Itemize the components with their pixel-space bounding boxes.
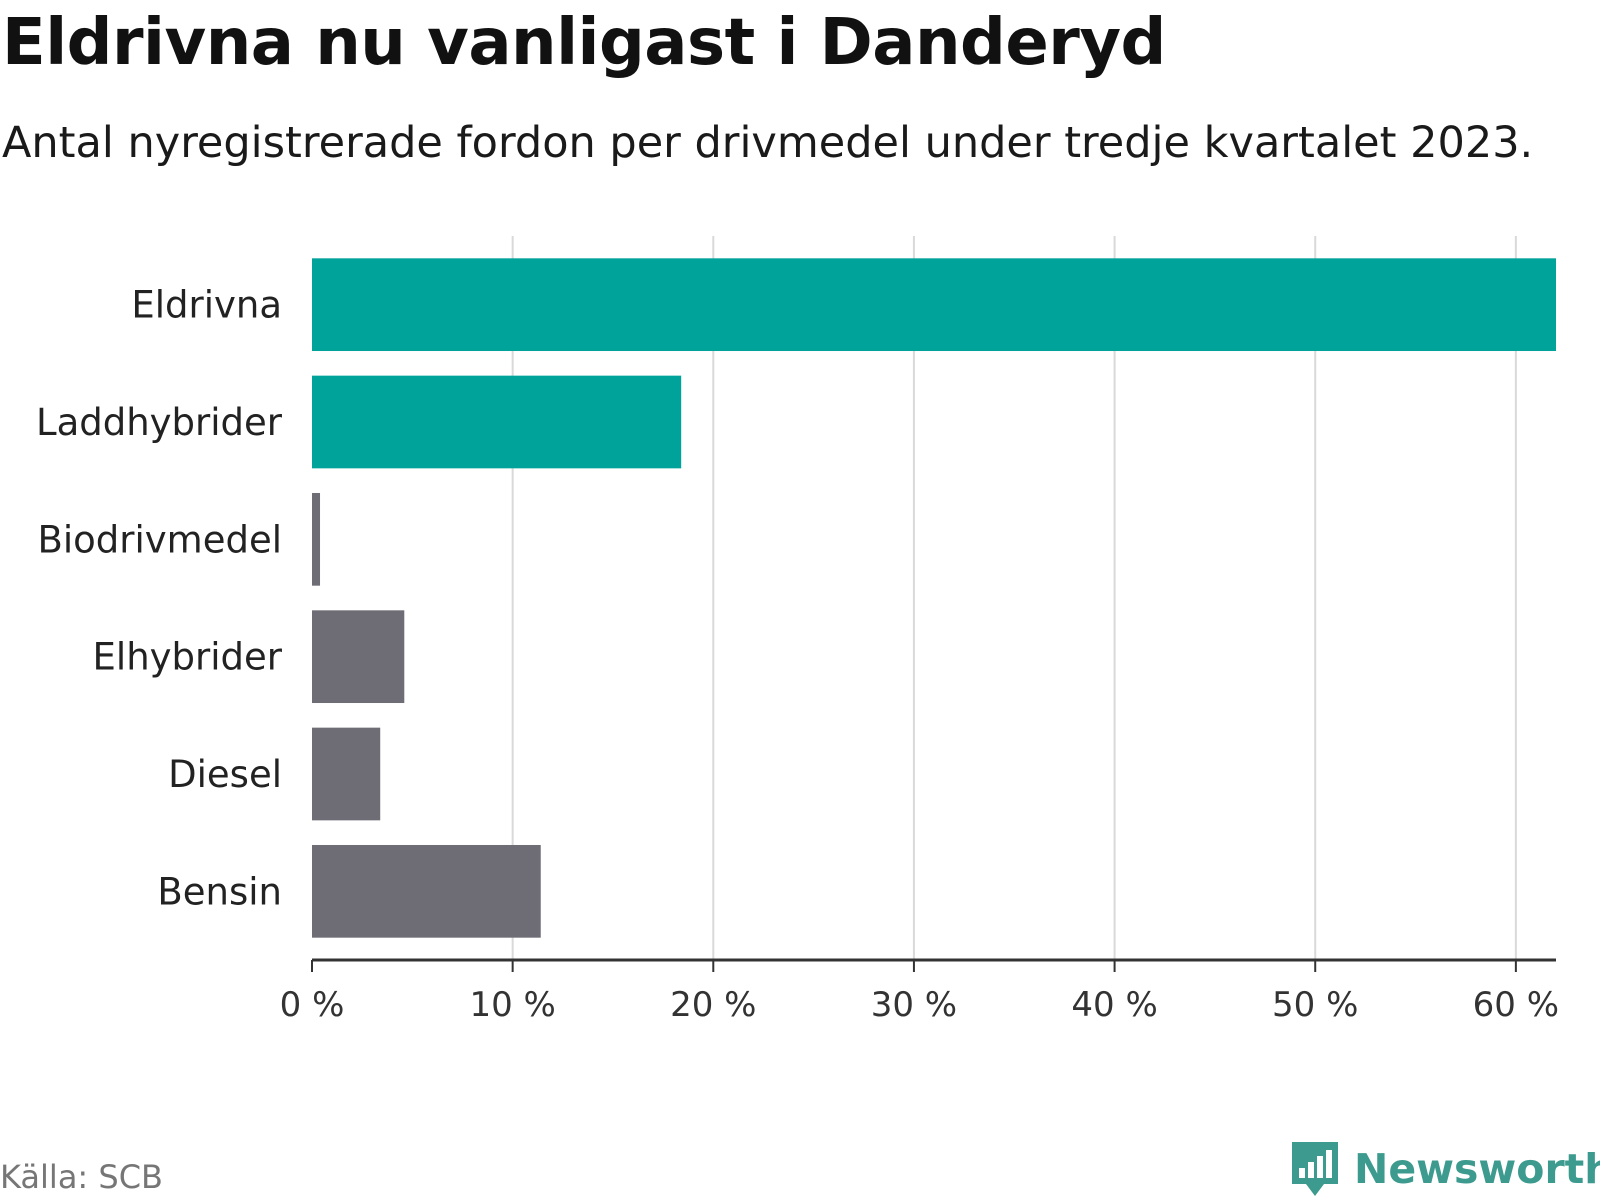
x-tick-label: 20 %: [670, 985, 756, 1025]
category-label: Biodrivmedel: [37, 518, 282, 561]
bar-diesel: [312, 727, 381, 821]
x-axis: 0 % 10 % 20 % 30 % 40 % 50 % 60 %: [280, 958, 1559, 1025]
brand-logo: Newsworthy: [1290, 1140, 1600, 1198]
category-label: Diesel: [168, 753, 282, 796]
gridlines: [511, 236, 1517, 960]
category-label: Eldrivna: [131, 284, 282, 327]
bar-elhybrider: [312, 610, 405, 704]
x-tick-label: 50 %: [1272, 985, 1358, 1025]
bar-eldrivna: [312, 258, 1556, 352]
chart-subtitle: Antal nyregistrerade fordon per drivmede…: [2, 118, 1534, 168]
category-label: Elhybrider: [93, 636, 283, 679]
x-tick-label: 40 %: [1071, 985, 1157, 1025]
x-tick-label: 0 %: [280, 985, 345, 1025]
x-tick-label: 10 %: [469, 985, 555, 1025]
category-labels: Eldrivna Laddhybrider Biodrivmedel Elhybrid…: [36, 284, 283, 914]
source-note: Källa: SCB: [0, 1158, 163, 1196]
chart-title: Eldrivna nu vanligast i Danderyd: [2, 6, 1166, 80]
bar-bensin: [312, 844, 541, 938]
x-tick-label: 60 %: [1473, 985, 1559, 1025]
bar-laddhybrider: [312, 375, 682, 469]
category-label: Laddhybrider: [36, 401, 283, 444]
brand-name: Newsworthy: [1354, 1145, 1600, 1193]
newsworthy-logo-icon: [1292, 1142, 1338, 1196]
x-tick-label: 30 %: [871, 985, 957, 1025]
bars: [312, 258, 1556, 938]
category-label: Bensin: [157, 870, 282, 913]
bar-biodrivmedel: [312, 492, 321, 586]
bar-chart: Eldrivna Laddhybrider Biodrivmedel Elhybrid…: [36, 236, 1559, 1025]
